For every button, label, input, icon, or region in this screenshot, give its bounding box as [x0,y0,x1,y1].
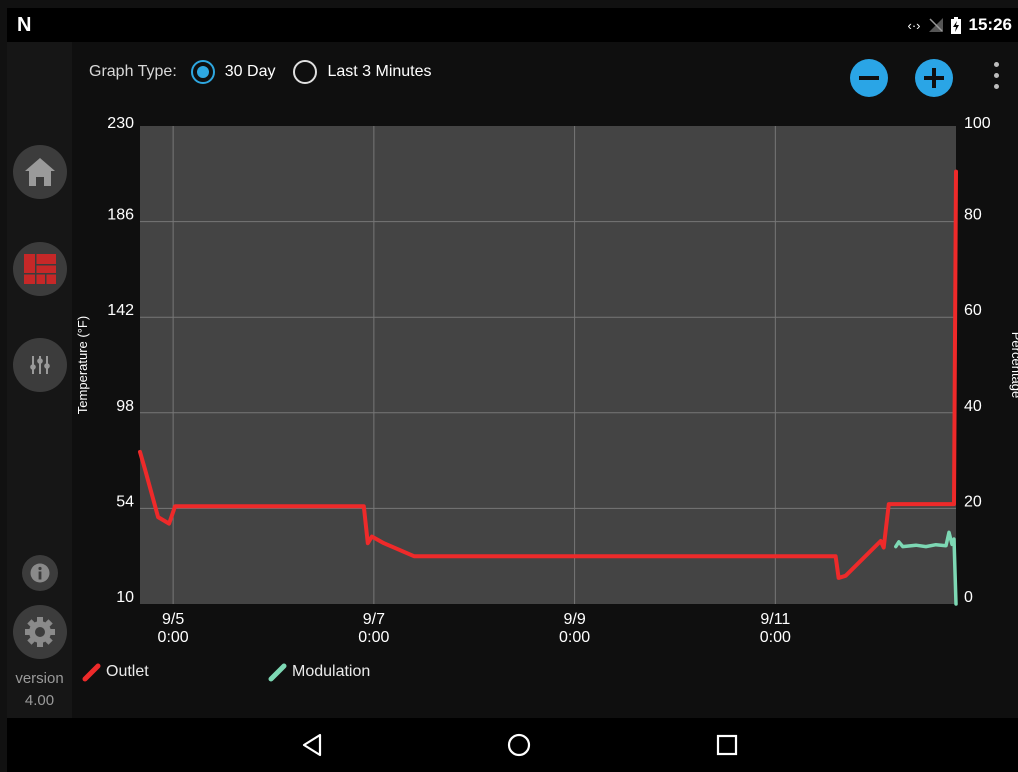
back-triangle-icon[interactable] [301,733,323,757]
sliders-icon [30,356,50,374]
y-tick-label-left: 186 [107,207,134,224]
y-tick-label-right: 80 [964,207,982,224]
y-tick-label-right: 60 [964,302,982,319]
status-bar: N ‹·› 15:26 [7,8,1018,42]
plus-circle-icon [924,68,944,88]
y-tick-label-right: 0 [964,589,973,606]
legend-modulation-label: Modulation [292,663,371,680]
x-tick-label-date: 9/5 [162,611,184,628]
more-vert-icon[interactable] [994,62,1000,95]
radio-last-3-minutes-label[interactable]: Last 3 Minutes [327,63,432,80]
series-line-modulation [894,530,958,606]
dashboard-grid-icon [24,254,56,284]
x-tick-label-time: 0:00 [158,629,189,646]
series-line-outlet [138,169,958,580]
sidebar-item-home[interactable] [13,145,67,199]
x-tick-label-date: 9/7 [363,611,385,628]
no-signal-icon [928,18,943,32]
zoom-in-button[interactable] [915,59,953,97]
home-circle-icon[interactable] [507,733,531,757]
y-tick-label-right: 20 [964,493,982,510]
y-axis-label-right: Percentage [1009,332,1018,399]
version-number: 4.00 [24,692,55,709]
y-tick-label-right: 100 [964,115,991,132]
info-icon [30,563,50,583]
radio-last-3-minutes[interactable] [293,60,318,84]
legend-modulation-swatch [268,663,287,682]
notification-logo: N [17,13,32,36]
sidebar-item-dashboard[interactable] [13,242,67,296]
graph-type-label: Graph Type: [89,63,177,80]
legend-outlet-swatch [82,663,101,682]
y-tick-label-left: 142 [107,302,134,319]
sidebar-item-adjustments[interactable] [13,338,67,392]
y-axis-label-left: Temperature (°F) [75,316,90,414]
x-tick-label-date: 9/11 [760,611,790,628]
battery-charging-icon [950,16,961,34]
legend-outlet: Outlet [82,662,149,682]
clock: 15:26 [968,15,1012,34]
graph-panel: Graph Type: 30 Day Last 3 Minutes 230 186… [72,42,1018,718]
graph-type-selector: Graph Type: 30 Day Last 3 Minutes [89,60,440,84]
recents-square-icon[interactable] [716,733,738,757]
y-tick-label-left: 98 [116,398,134,415]
plot-area [140,126,956,604]
sidebar: version 4.00 [7,42,72,718]
legend-outlet-label: Outlet [106,663,149,680]
minus-circle-icon [859,76,879,80]
y-tick-label-left: 54 [116,493,134,510]
settings-button[interactable] [13,605,67,659]
code-arrows-icon: ‹·› [907,17,921,33]
gear-icon [25,617,55,647]
x-tick-label-time: 0:00 [559,629,590,646]
x-tick-label-time: 0:00 [760,629,791,646]
y-tick-label-left: 230 [107,115,134,132]
x-tick-label-date: 9/9 [563,611,585,628]
radio-30-day[interactable] [190,60,215,84]
legend-modulation: Modulation [268,662,370,682]
info-button[interactable] [22,555,58,591]
y-tick-label-left: 10 [116,589,134,606]
y-tick-label-right: 40 [964,398,982,415]
home-icon [25,158,55,186]
zoom-out-button[interactable] [850,59,888,97]
navigation-bar [7,718,1018,772]
radio-30-day-label[interactable]: 30 Day [224,63,276,80]
x-tick-label-time: 0:00 [358,629,389,646]
version-label: version [15,670,64,687]
